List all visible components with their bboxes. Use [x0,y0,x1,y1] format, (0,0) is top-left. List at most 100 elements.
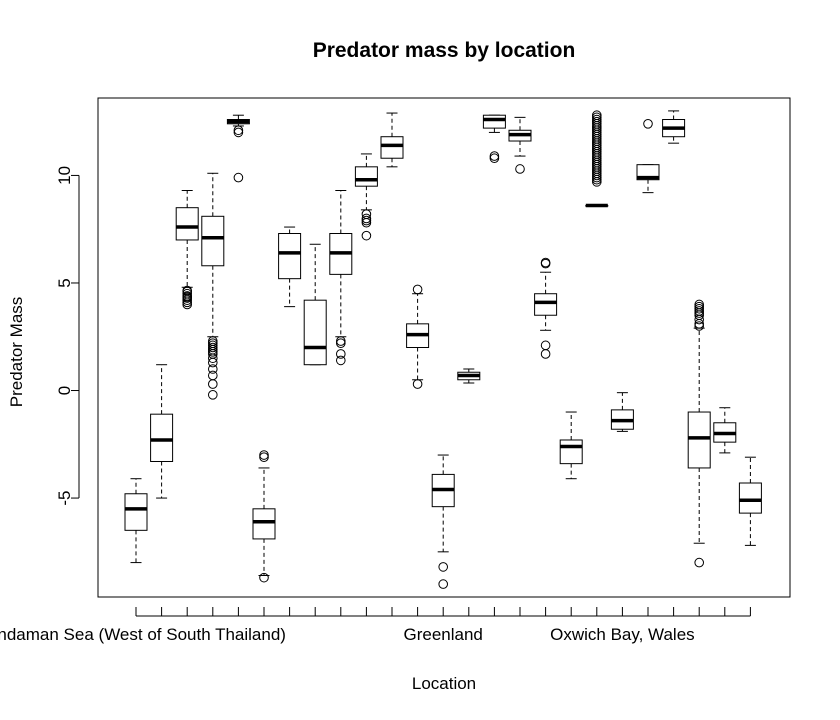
box-body [252,508,276,540]
outlier-point [515,164,525,174]
box-13 [431,454,455,589]
box-21 [636,119,660,194]
outlier-point [336,336,346,346]
box-3 [175,189,199,310]
outlier-point [208,390,218,400]
box-10 [354,153,378,241]
outlier-point [592,112,602,123]
outlier-point [489,153,500,164]
outlier-point [182,291,192,301]
outlier-point [694,301,705,312]
box-25 [738,456,762,546]
outlier-point [592,110,602,121]
outlier-point [233,172,244,183]
outlier-point [540,349,551,359]
outlier-point [694,303,705,314]
box-18 [559,411,583,480]
outlier-point [182,285,192,296]
outlier-point [259,452,269,462]
outlier-point [694,299,705,310]
y-tick-label: 5 [55,278,74,287]
x-tick-label: Andaman Sea (West of South Thailand) [0,625,286,644]
outlier-point [361,230,372,241]
box-body [687,411,711,469]
outlier-point [208,370,218,381]
box-body [124,493,148,531]
box-15 [482,114,506,164]
outlier-point [592,114,602,125]
outlier-point [694,321,705,331]
y-axis-label: Predator Mass [7,297,26,408]
outlier-point [208,364,218,374]
box-body [278,233,302,280]
outlier-point [336,355,346,366]
x-axis-label: Location [412,674,476,693]
plot-frame [97,97,791,598]
x-tick-label: Greenland [404,625,483,644]
outlier-point [336,349,346,359]
outlier-point [361,213,372,224]
outlier-point [208,379,218,389]
box-12 [406,284,430,389]
box-22 [662,110,686,144]
box-body [201,215,225,267]
box-5 [226,114,250,183]
outlier-point [259,450,269,460]
outlier-point [438,562,449,572]
outlier-point [643,119,653,129]
outlier-point [208,342,218,353]
box-4 [201,172,225,400]
outlier-point [233,127,244,138]
boxes-layer [124,110,762,589]
box-16 [508,116,532,174]
outlier-point [182,288,192,299]
box-body [534,293,558,316]
outlier-point [361,215,372,226]
outlier-point [412,379,423,389]
box-body [150,413,174,462]
y-tick-label: 0 [55,386,74,395]
x-tick-label: Oxwich Bay, Wales [550,625,695,644]
box-body [380,136,404,159]
outlier-point [540,257,551,268]
box-23 [687,299,711,568]
outlier-point [412,284,423,295]
outlier-point [540,340,551,351]
box-2 [150,364,174,499]
y-tick-label: -5 [55,490,74,505]
outlier-point [694,557,705,568]
outlier-point [694,306,705,316]
outlier-point [438,579,449,589]
box-9 [329,189,353,366]
box-body [482,114,506,129]
outlier-point [361,217,372,228]
box-11 [380,112,404,168]
outlier-point [208,347,218,357]
outlier-point [208,357,218,368]
box-6 [252,450,276,583]
box-body [175,207,199,241]
outlier-point [489,151,500,161]
box-20 [610,392,634,432]
box-body [303,299,327,366]
box-body [559,439,583,465]
y-axis: -5 0 5 10 [55,166,80,506]
box-8 [303,243,327,366]
x-axis: Andaman Sea (West of South Thailand) Gree… [0,607,751,644]
box-17 [534,257,558,359]
outlier-point [336,338,346,348]
box-24 [713,407,737,454]
y-tick-label: 10 [55,166,74,185]
outlier-point [259,572,269,583]
box-19 [585,110,609,208]
box-7 [278,226,302,308]
box-1 [124,478,148,564]
box-14 [457,368,481,384]
outlier-point [233,125,244,136]
box-body [738,482,762,514]
outlier-point [208,353,218,364]
outlier-point [592,116,602,127]
box-body [354,166,378,187]
chart-title: Predator mass by location [313,39,576,62]
